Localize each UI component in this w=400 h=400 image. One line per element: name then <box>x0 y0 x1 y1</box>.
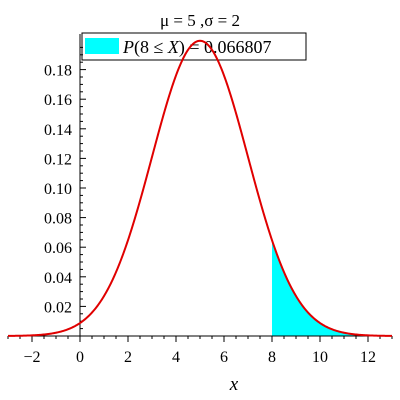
axes-layer <box>7 34 393 342</box>
y-tick-label: 0.18 <box>44 63 72 80</box>
curve-layer <box>7 39 393 337</box>
legend-value: = 0.066807 <box>185 37 272 57</box>
x-tick-label: 0 <box>76 349 84 366</box>
legend-open: (8 ≤ <box>134 37 168 58</box>
x-tick-label: 10 <box>312 349 328 366</box>
x-tick-label: −2 <box>23 349 40 366</box>
density-curve <box>7 39 393 337</box>
legend-variable: X <box>167 37 180 57</box>
x-tick-label: 4 <box>172 349 180 366</box>
y-tick-label: 0.14 <box>44 122 72 139</box>
chart-title: μ = 5 ,σ = 2 <box>160 11 240 30</box>
y-tick-label: 0.10 <box>44 181 72 198</box>
legend-label: P(8 ≤ X) = 0.066807 <box>122 37 272 58</box>
x-tick-label: 12 <box>360 349 376 366</box>
shaded-area-layer <box>272 240 392 336</box>
y-tick-label: 0.12 <box>44 151 72 168</box>
x-axis-label: x <box>229 374 239 395</box>
tick-labels-layer: −2 0 2 4 6 8 10 12 0.02 0.04 0.06 0.08 0.10 0.12 0.14 0… <box>23 63 376 366</box>
legend-box <box>81 32 307 61</box>
y-tick-label: 0.04 <box>44 270 72 287</box>
shaded-area <box>272 240 392 336</box>
x-tick-label: 2 <box>124 349 132 366</box>
y-tick-label: 0.16 <box>44 92 72 109</box>
legend-close: ) <box>179 37 185 58</box>
legend-swatch <box>85 38 119 54</box>
y-tick-label: 0.08 <box>44 211 72 228</box>
x-tick-label: 6 <box>220 349 228 366</box>
legend-prob-symbol: P <box>122 37 134 57</box>
y-tick-label: 0.02 <box>44 299 72 316</box>
legend: P(8 ≤ X) = 0.066807 <box>81 32 307 61</box>
x-tick-label: 8 <box>268 349 276 366</box>
y-tick-label: 0.06 <box>44 240 72 257</box>
